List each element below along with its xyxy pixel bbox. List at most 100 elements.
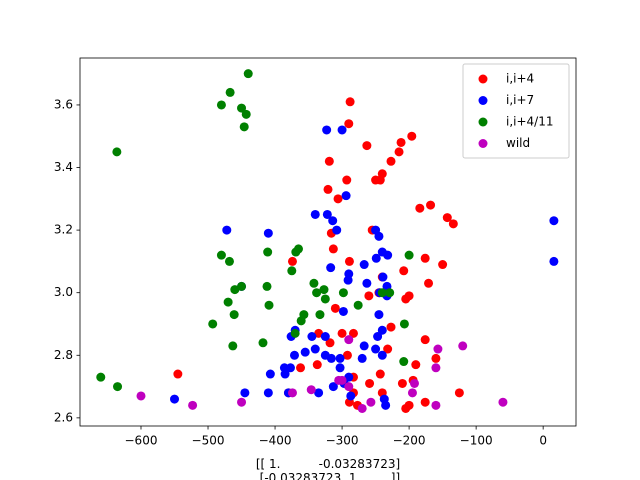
point — [338, 306, 348, 316]
point — [431, 363, 441, 373]
point — [362, 141, 372, 151]
point — [312, 360, 322, 370]
point — [343, 275, 353, 285]
x-tick-label: −300 — [326, 434, 359, 448]
point — [296, 316, 306, 326]
point — [326, 353, 336, 363]
point — [307, 332, 317, 342]
point — [136, 391, 146, 401]
point — [448, 219, 458, 229]
point — [334, 375, 344, 385]
point — [230, 285, 240, 295]
legend-label: wild — [506, 136, 530, 150]
point — [328, 382, 338, 392]
point — [335, 363, 345, 373]
point — [291, 247, 301, 257]
point — [362, 278, 372, 288]
point — [357, 353, 367, 363]
point — [549, 256, 559, 266]
point — [426, 200, 436, 210]
point — [319, 285, 329, 295]
point — [385, 288, 395, 298]
point — [324, 156, 334, 166]
point — [258, 338, 268, 348]
point — [309, 278, 319, 288]
point — [404, 400, 414, 410]
point — [239, 122, 249, 132]
point — [359, 341, 369, 351]
legend-box — [462, 63, 570, 159]
point — [371, 253, 381, 263]
point — [374, 310, 384, 320]
y-tick-label: 3.4 — [54, 160, 73, 174]
x-tick-label: −200 — [393, 434, 426, 448]
point — [344, 119, 354, 129]
point — [287, 256, 297, 266]
point — [377, 350, 387, 360]
point — [314, 388, 324, 398]
y-tick-label: 2.8 — [54, 348, 73, 362]
point — [320, 332, 330, 342]
point — [454, 388, 464, 398]
point — [399, 357, 409, 367]
point — [322, 125, 332, 135]
point — [424, 278, 434, 288]
y-tick-label: 3.2 — [54, 223, 73, 237]
point — [228, 341, 238, 351]
point — [320, 294, 330, 304]
point — [365, 378, 375, 388]
point — [208, 319, 218, 329]
point — [394, 147, 404, 157]
point — [310, 344, 320, 354]
point — [333, 194, 343, 204]
point — [353, 300, 363, 310]
point — [290, 328, 300, 338]
x-tick-label: 0 — [539, 434, 547, 448]
point — [332, 225, 342, 235]
point — [431, 400, 441, 410]
legend-marker — [478, 139, 488, 148]
x-tick-label: −600 — [125, 434, 158, 448]
point — [342, 175, 352, 185]
point — [263, 247, 273, 257]
point — [328, 216, 338, 226]
point — [345, 97, 355, 107]
point — [373, 332, 383, 342]
point — [216, 100, 226, 110]
point — [431, 353, 441, 363]
point — [348, 328, 358, 338]
point — [96, 372, 106, 382]
point — [222, 225, 232, 235]
point — [325, 338, 335, 348]
point — [411, 360, 421, 370]
point — [364, 291, 374, 301]
point — [338, 288, 348, 298]
point — [337, 328, 347, 338]
point — [344, 256, 354, 266]
point — [401, 294, 411, 304]
point — [237, 397, 247, 407]
legend-label: i,i+4 — [506, 72, 534, 86]
point — [399, 319, 409, 329]
legend-marker — [478, 74, 488, 84]
legend-label: i,i+7 — [506, 93, 534, 107]
point — [420, 335, 430, 345]
point — [396, 137, 406, 147]
x-tick-label: −100 — [460, 434, 493, 448]
point — [357, 403, 367, 413]
point — [404, 250, 414, 260]
x-axis-label: [[ 1. -0.03283723] [-0.03283723 1. ]] — [256, 457, 400, 480]
point — [264, 300, 274, 310]
point — [310, 209, 320, 219]
point — [366, 397, 376, 407]
point — [458, 341, 468, 351]
point — [383, 344, 393, 354]
point — [170, 394, 180, 404]
point — [216, 250, 226, 260]
point — [223, 297, 233, 307]
axes-frame — [79, 57, 577, 427]
point — [383, 250, 393, 260]
point — [262, 281, 272, 291]
point — [265, 369, 275, 379]
